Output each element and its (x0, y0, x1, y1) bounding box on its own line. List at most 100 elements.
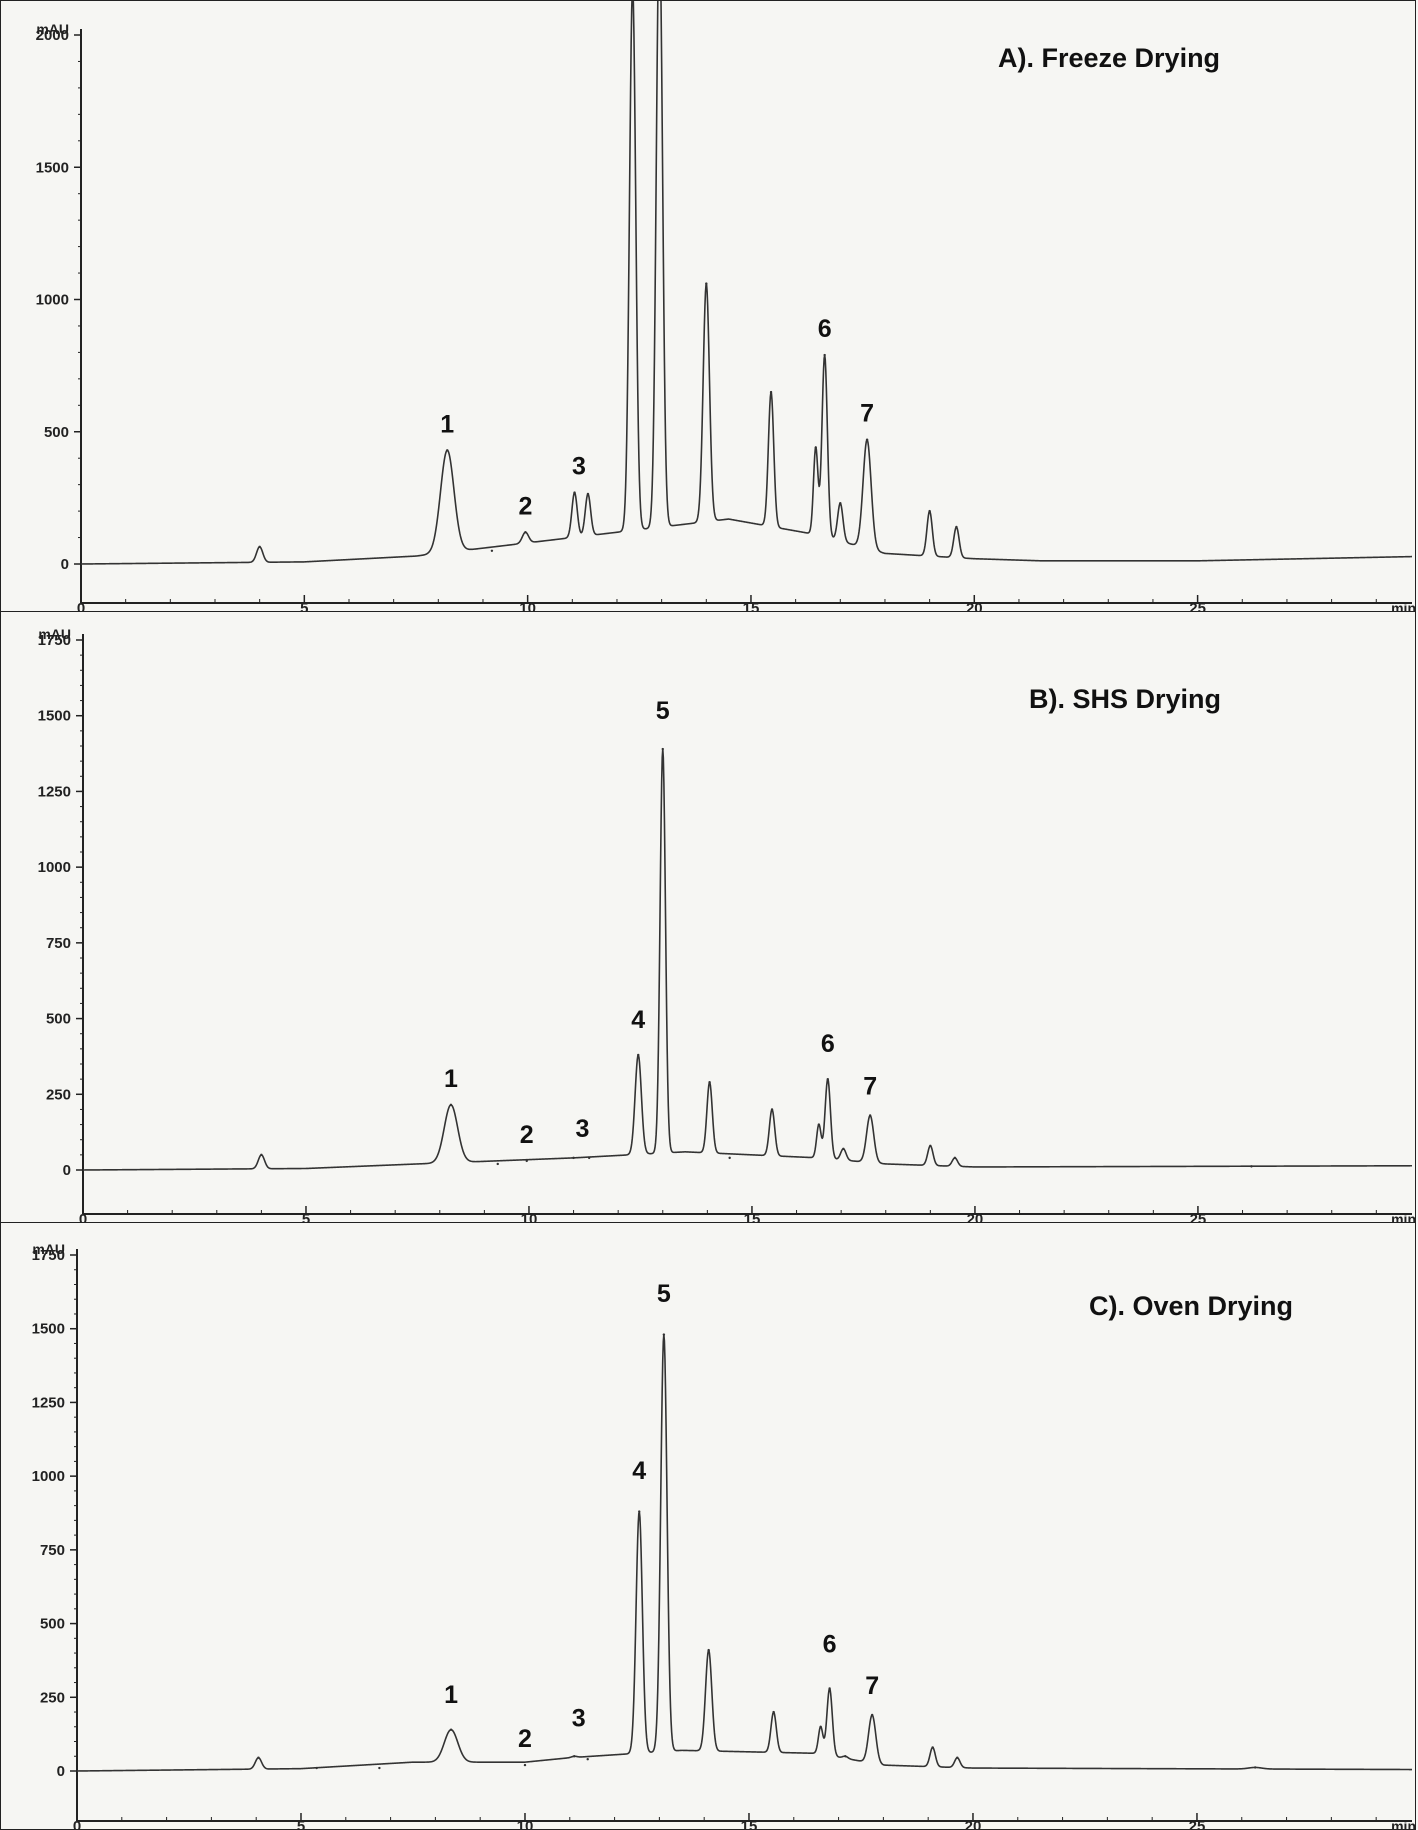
x-tick-label: 10 (517, 1818, 534, 1830)
peak-apex-mark (928, 509, 931, 513)
peak-apex-mark (572, 1156, 575, 1160)
x-tick-label: 25 (1189, 1818, 1206, 1830)
peak-label: 4 (631, 1006, 645, 1034)
peak-apex-mark (490, 549, 494, 552)
peak-apex-mark (955, 525, 958, 529)
panel-title: C). Oven Drying (1089, 1291, 1294, 1321)
peak-apex-mark (870, 1713, 874, 1717)
peak-apex-mark (868, 1114, 872, 1117)
peak-label: 1 (444, 1681, 458, 1709)
peak-apex-mark (956, 1756, 959, 1759)
peak-apex-mark (842, 1147, 845, 1150)
x-tick-label: 15 (743, 600, 760, 612)
peak-apex-mark (1250, 1165, 1253, 1168)
peak-apex-mark (315, 1766, 318, 1770)
peak-label: 1 (444, 1065, 458, 1093)
x-tick-label: 25 (1189, 600, 1206, 612)
peak-apex-mark (707, 1648, 710, 1652)
peak-apex-mark (260, 1153, 263, 1157)
peak-apex-mark (496, 1162, 499, 1166)
peak-label: 3 (572, 453, 586, 481)
peak-label: 6 (823, 1631, 837, 1659)
y-tick-label: 500 (44, 424, 69, 441)
y-tick-label: 0 (61, 556, 69, 573)
peak-apex-mark (586, 492, 590, 496)
y-tick-label: 250 (46, 1086, 71, 1103)
panel-title: A). Freeze Drying (998, 43, 1221, 73)
y-axis-label: mAU (38, 626, 71, 642)
y-tick-label: 250 (40, 1689, 65, 1706)
peak-label: 4 (632, 1457, 646, 1485)
peak-apex-mark (817, 1123, 821, 1126)
peak-apex-mark (708, 1080, 711, 1084)
peak-apex-mark (257, 1756, 260, 1759)
chromatogram-svg: 0500100015002000mAU0510152025min1234567 (36, 1, 1416, 612)
x-tick-label: 5 (300, 600, 308, 612)
chromatogram-trace (80, 1, 1413, 565)
peak-apex-mark (638, 1510, 641, 1513)
y-axis-label: mAU (32, 1241, 65, 1257)
peak-label: 7 (863, 1072, 877, 1100)
peak-label: 7 (865, 1672, 879, 1700)
y-tick-label: 2000 (36, 27, 69, 44)
peak-apex-mark (446, 449, 449, 452)
peak-apex-mark (769, 390, 773, 394)
x-tick-label: 15 (741, 1818, 758, 1830)
peak-label: 3 (576, 1115, 590, 1143)
peak-apex-mark (823, 353, 826, 357)
y-tick-label: 0 (57, 1763, 65, 1780)
peak-apex-mark (814, 446, 817, 449)
peak-apex-mark (662, 1333, 666, 1336)
x-tick-label: 20 (965, 1818, 982, 1830)
chromatogram-trace (82, 748, 1413, 1171)
peak-apex-mark (378, 1766, 381, 1770)
peak-label: 5 (657, 1280, 671, 1308)
panel-freeze-drying: 0500100015002000mAU0510152025min1234567 … (0, 0, 1416, 612)
x-tick-label: 5 (297, 1818, 305, 1830)
peak-label: 2 (518, 492, 532, 520)
panel-title: B). SHS Drying (1029, 684, 1222, 714)
panel-oven-drying: 0 250 500 750 1000 1250 1500 1750 mAU 0 5 10 15 20 25 m… (0, 1222, 1416, 1830)
peak-apex-mark (770, 1108, 774, 1111)
x-tick-label: 5 (302, 1211, 310, 1223)
peak-apex-mark (525, 1159, 528, 1163)
peak-apex-mark (258, 545, 261, 549)
peak-apex-mark (929, 1144, 932, 1147)
x-tick-label: 0 (79, 1211, 87, 1223)
y-tick-label: 1000 (38, 859, 71, 876)
x-axis-label: min (1391, 600, 1416, 612)
peak-apex-mark (728, 1156, 731, 1160)
y-tick-label: 1750 (38, 632, 71, 649)
peak-apex-mark (772, 1710, 775, 1714)
peak-apex-mark (573, 1755, 576, 1758)
y-tick-label: 1000 (32, 1468, 65, 1485)
y-tick-label: 750 (46, 935, 71, 952)
y-tick-label: 1250 (38, 783, 71, 800)
peak-apex-mark (819, 1725, 822, 1728)
peak-label: 7 (860, 400, 874, 428)
y-tick-label: 1500 (32, 1321, 65, 1338)
x-tick-label: 20 (967, 1211, 984, 1223)
x-tick-label: 25 (1190, 1211, 1207, 1223)
peak-apex-mark (931, 1746, 934, 1749)
peak-apex-mark (587, 1156, 591, 1160)
peak-apex-mark (839, 501, 842, 505)
peak-apex-mark (524, 531, 527, 534)
x-tick-label: 10 (519, 600, 536, 612)
peak-apex-mark (523, 1763, 527, 1767)
x-tick-label: 15 (744, 1211, 761, 1223)
peak-apex-mark (449, 1103, 453, 1107)
peak-label: 6 (818, 315, 832, 343)
y-tick-label: 1500 (36, 159, 69, 176)
x-tick-label: 10 (521, 1211, 538, 1223)
x-axis-label: min (1391, 1818, 1416, 1830)
peak-apex-mark (637, 1053, 640, 1057)
peak-apex-mark (826, 1077, 829, 1081)
y-tick-label: 750 (40, 1542, 65, 1559)
x-axis-label: min (1391, 1211, 1416, 1223)
x-tick-label: 20 (966, 600, 983, 612)
peak-apex-mark (828, 1687, 831, 1690)
